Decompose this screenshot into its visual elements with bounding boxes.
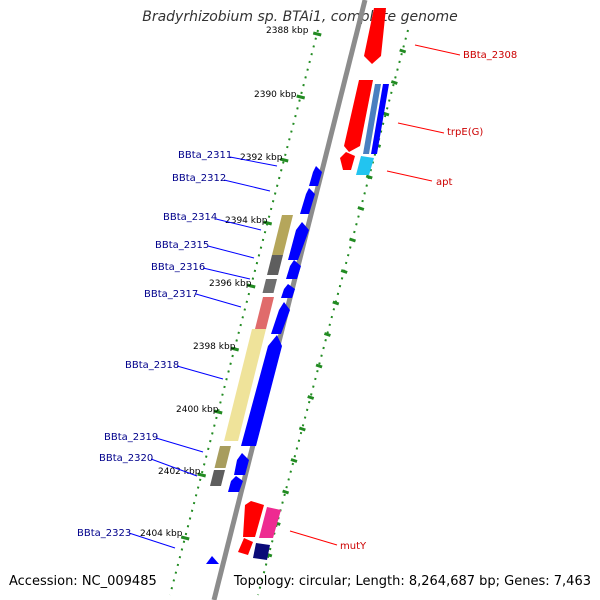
gene-label-BBta_2320[interactable]: BBta_2320 [99,453,153,464]
kbp-tick [279,157,289,163]
kbp-label: 2398 kbp [193,342,236,352]
feature-BBta_2314[interactable] [272,215,293,255]
kbp-tick [312,31,322,37]
gene-BBta_2323-cds[interactable] [206,556,219,564]
gene-label-mutY[interactable]: mutY [340,541,367,552]
gene-label-BBta_2312[interactable]: BBta_2312 [172,173,226,184]
inner-tick [332,300,340,306]
kbp-label: 2388 kbp [266,26,309,36]
feature-BBta_2319[interactable] [214,446,231,468]
kbp-tick [213,409,223,415]
gene-BBta_2314-cds[interactable] [288,222,309,260]
right-gene-labels: BBta_2308 trpE(G) apt mutY [289,44,517,552]
kbp-labels: 2388 kbp 2390 kbp 2392 kbp 2394 kbp 2396… [140,26,309,539]
kbp-label: 2390 kbp [254,90,297,100]
kbp-label: 2394 kbp [225,216,268,226]
inner-tick [365,174,373,180]
gene-BBta_2315-cds[interactable] [286,260,301,279]
inner-tick [349,237,356,243]
kbp-label: 2400 kbp [176,405,219,415]
gene-BBta_2308[interactable] [364,8,386,64]
gene-BBta_2316-cds[interactable] [281,284,295,298]
genome-backbone [211,0,368,600]
gene-BBta_2323-small[interactable] [238,538,253,555]
left-gene-labels: BBta_2311 BBta_2312 BBta_2314 BBta_2315 … [77,150,278,549]
gene-BBta_2319-cds[interactable] [234,453,249,475]
kbp-label: 2392 kbp [240,153,283,163]
forward-strand-genes [238,8,389,560]
kbp-tick [296,94,306,100]
kbp-tick-marks [180,31,322,541]
gene-mutY-feature[interactable] [259,507,281,538]
gene-BBta_2311[interactable] [309,166,322,186]
kbp-label: 2402 kbp [158,467,201,477]
gene-BBta_2323-dark[interactable] [253,543,270,560]
genome-summary-text: Topology: circular; Length: 8,264,687 bp… [233,574,591,589]
reverse-strand-genes [206,166,322,564]
kbp-tick [230,346,240,352]
gene-label-apt[interactable]: apt [436,177,452,188]
inner-tick-track [257,29,409,596]
feature-BBta_2320[interactable] [210,470,225,486]
gene-mutY-cds[interactable] [243,501,264,537]
kbp-label: 2404 kbp [140,529,183,539]
gene-trpE-strip[interactable] [363,84,381,154]
gene-BBta_2317-cds[interactable] [271,302,290,334]
gene-label-BBta_2314[interactable]: BBta_2314 [163,212,217,223]
gene-BBta_2318-cds[interactable] [241,335,282,446]
inner-tick [323,332,331,337]
inner-tick [298,426,306,432]
inner-tick [282,489,290,495]
gene-BBta_2312[interactable] [300,188,315,214]
feature-BBta_2318[interactable] [224,329,266,441]
gene-label-BBta_2311[interactable]: BBta_2311 [178,150,232,161]
gene-label-BBta_2319[interactable]: BBta_2319 [104,432,158,443]
gene-apt-cds[interactable] [340,152,355,170]
left-feature-lane [210,215,293,486]
inner-tick [357,206,365,211]
inner-tick [290,458,298,463]
gene-label-BBta_2318[interactable]: BBta_2318 [125,360,179,371]
gene-BBta_2320-cds[interactable] [228,476,243,492]
kbp-label: 2396 kbp [209,279,252,289]
feature-BBta_2316[interactable] [262,279,277,293]
inner-tick [390,80,398,85]
inner-tick [315,363,323,369]
gene-trpE-strip-2[interactable] [371,84,389,154]
feature-BBta_2315[interactable] [267,255,283,275]
kbp-tick [246,283,256,289]
gene-label-BBta_2316[interactable]: BBta_2316 [151,262,205,273]
gene-label-BBta_2315[interactable]: BBta_2315 [155,240,209,251]
inner-tick [340,269,348,274]
outer-tick-track [169,29,319,596]
gene-label-BBta_2317[interactable]: BBta_2317 [144,289,198,300]
gene-trpE-cds[interactable] [344,80,373,152]
kbp-tick [180,535,190,541]
kbp-tick [197,472,207,478]
feature-BBta_2317[interactable] [255,297,274,329]
gene-apt-feature[interactable] [356,156,374,175]
kbp-tick-marks-inner [265,48,407,558]
inner-tick [307,395,315,400]
kbp-tick [263,220,273,226]
gene-label-trpE[interactable]: trpE(G) [447,127,483,138]
inner-tick [399,48,407,54]
gene-label-BBta_2308[interactable]: BBta_2308 [463,50,517,61]
accession-text: Accession: NC_009485 [9,574,157,589]
gene-label-BBta_2323[interactable]: BBta_2323 [77,528,131,539]
